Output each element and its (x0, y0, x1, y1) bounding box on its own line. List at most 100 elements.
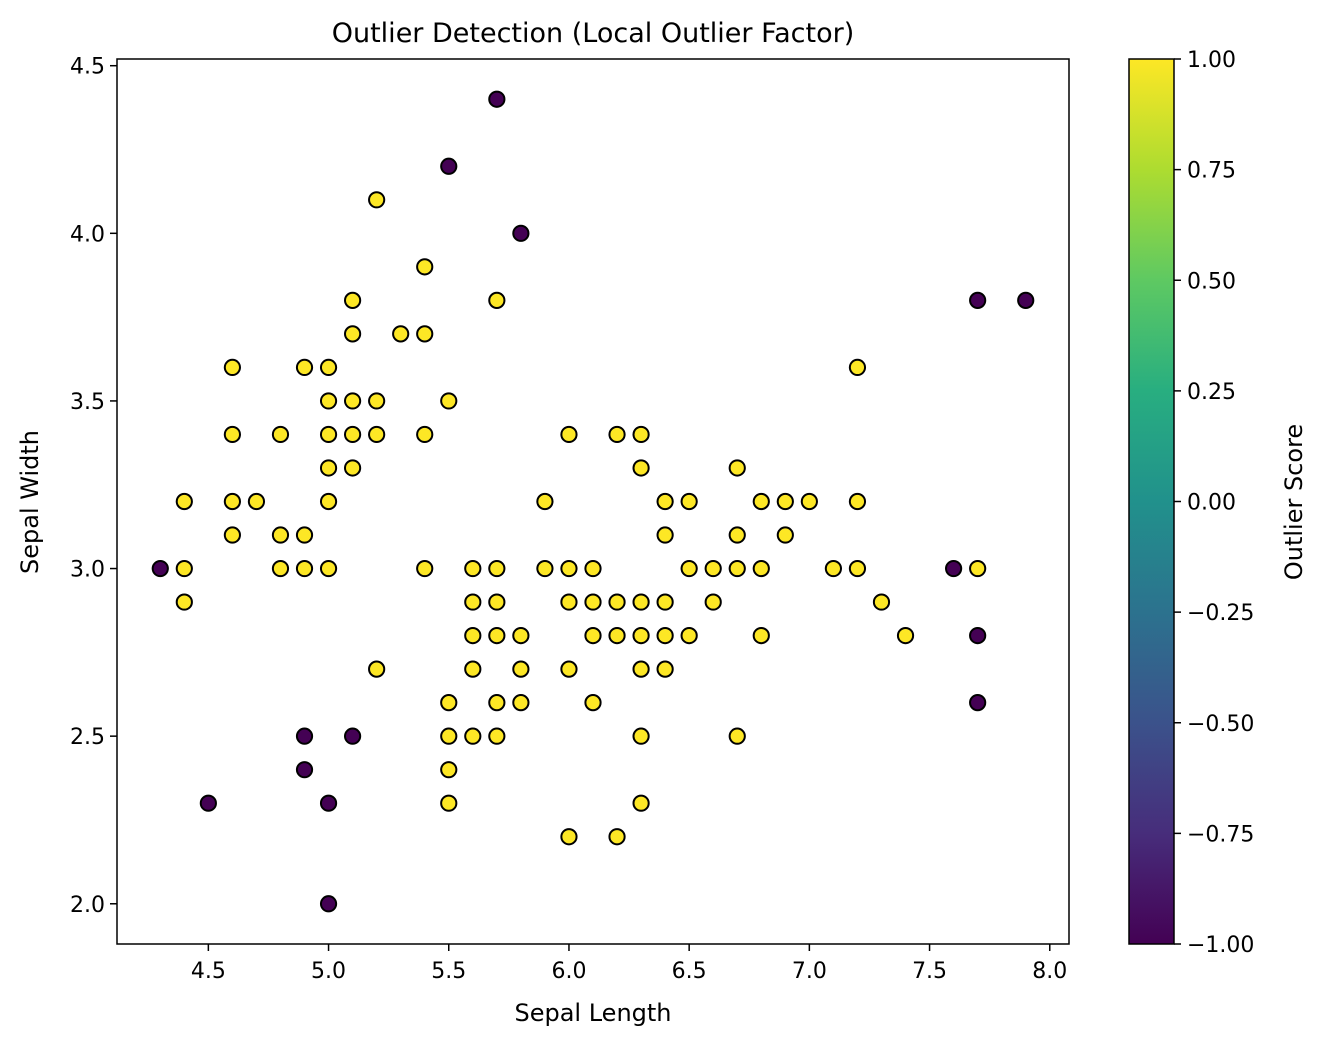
inlier-point (536, 492, 554, 511)
colorbar-tick-label: 0.50 (1187, 269, 1236, 294)
outlier-point (512, 224, 530, 242)
inlier-point (223, 358, 241, 377)
inlier-point (343, 392, 362, 410)
inlier-point (584, 694, 602, 712)
inlier-point (512, 694, 530, 712)
outlier-point (295, 727, 314, 745)
inlier-point (247, 492, 266, 511)
inlier-point (488, 559, 506, 578)
inlier-point (656, 526, 674, 544)
y-axis-ticks: 2.0 2.5 3.0 3.5 4.0 4.5 (70, 55, 117, 918)
inlier-point (800, 492, 818, 511)
outlier-point (151, 559, 169, 578)
inlier-point (632, 660, 650, 678)
inlier-point (223, 492, 241, 511)
outlier-point (319, 895, 338, 913)
outlier-point (1017, 291, 1035, 309)
inlier-point (608, 425, 626, 444)
inlier-point (271, 526, 290, 544)
colorbar-tick-label: 0.00 (1187, 491, 1236, 516)
y-tick-label: 3.0 (70, 558, 105, 583)
colorbar (1128, 58, 1175, 945)
inlier-point (704, 559, 722, 578)
outlier-point (295, 761, 314, 779)
inlier-point (608, 626, 626, 645)
inlier-point (560, 559, 578, 578)
inlier-point (872, 593, 891, 611)
inlier-point (584, 626, 602, 645)
outlier-point (343, 727, 362, 745)
inlier-point (632, 794, 650, 812)
outlier-point (319, 794, 338, 812)
inlier-point (295, 526, 314, 544)
inlier-point (464, 727, 482, 745)
inlier-point (343, 459, 362, 477)
x-tick-label: 7.0 (792, 959, 827, 984)
y-tick-label: 4.0 (70, 222, 105, 247)
y-axis-label: Sepal Width (16, 430, 44, 574)
y-tick-label: 2.5 (70, 725, 105, 750)
inlier-point (848, 559, 867, 578)
x-axis-ticks: 4.5 5.0 5.5 6.0 6.5 7.0 7.5 8.0 (191, 944, 1067, 984)
outlier-point (199, 794, 217, 812)
inlier-point (175, 559, 193, 578)
x-tick-label: 5.0 (311, 959, 346, 984)
inlier-point (295, 358, 314, 377)
inlier-point (848, 358, 867, 377)
inlier-point (464, 593, 482, 611)
inlier-point (416, 258, 434, 276)
inlier-point (416, 325, 434, 343)
y-tick-label: 2.0 (70, 893, 105, 918)
inlier-point (632, 425, 650, 444)
inlier-point (416, 425, 434, 444)
inlier-point (464, 626, 482, 645)
inlier-point (728, 459, 746, 477)
inlier-point (776, 492, 794, 511)
inlier-point (680, 626, 698, 645)
inlier-point (776, 526, 794, 544)
inlier-point (752, 559, 770, 578)
inlier-point (488, 593, 506, 611)
inlier-point (560, 660, 578, 678)
outlier-point (440, 157, 458, 175)
x-tick-label: 6.5 (672, 959, 707, 984)
inlier-point (319, 459, 338, 477)
x-tick-label: 6.0 (551, 959, 586, 984)
inlier-point (488, 727, 506, 745)
y-tick-label: 3.5 (70, 390, 105, 415)
inlier-point (175, 492, 193, 511)
colorbar-tick-label: −0.75 (1187, 822, 1254, 847)
inlier-point (368, 191, 386, 209)
inlier-point (223, 526, 241, 544)
inlier-point (728, 559, 746, 578)
inlier-point (584, 559, 602, 578)
colorbar-ticks: −1.00 −0.75 −0.50 −0.25 0.00 0.25 0.50 0.75 1.00 (1174, 48, 1254, 958)
y-tick-label: 4.5 (70, 55, 105, 80)
inlier-point (271, 425, 290, 444)
inlier-point (848, 492, 867, 511)
outlier-point (969, 291, 987, 309)
inlier-point (319, 492, 338, 511)
colorbar-tick-label: 0.75 (1187, 159, 1236, 184)
outlier-point (969, 626, 987, 645)
inlier-point (632, 727, 650, 745)
outlier-point (488, 90, 506, 108)
inlier-point (343, 325, 362, 343)
inlier-point (488, 291, 506, 309)
inlier-point (752, 492, 770, 511)
inlier-point (368, 425, 386, 444)
inlier-point (319, 392, 338, 410)
inlier-point (368, 660, 386, 678)
inlier-point (560, 425, 578, 444)
inlier-point (392, 325, 410, 343)
colorbar-label: Outlier Score (1280, 424, 1308, 580)
colorbar-tick-label: −0.25 (1187, 601, 1254, 626)
inlier-point (608, 828, 626, 846)
inlier-point (343, 291, 362, 309)
inlier-point (223, 425, 241, 444)
inlier-point (488, 694, 506, 712)
colorbar-tick-label: 1.00 (1187, 48, 1236, 73)
inlier-point (416, 559, 434, 578)
